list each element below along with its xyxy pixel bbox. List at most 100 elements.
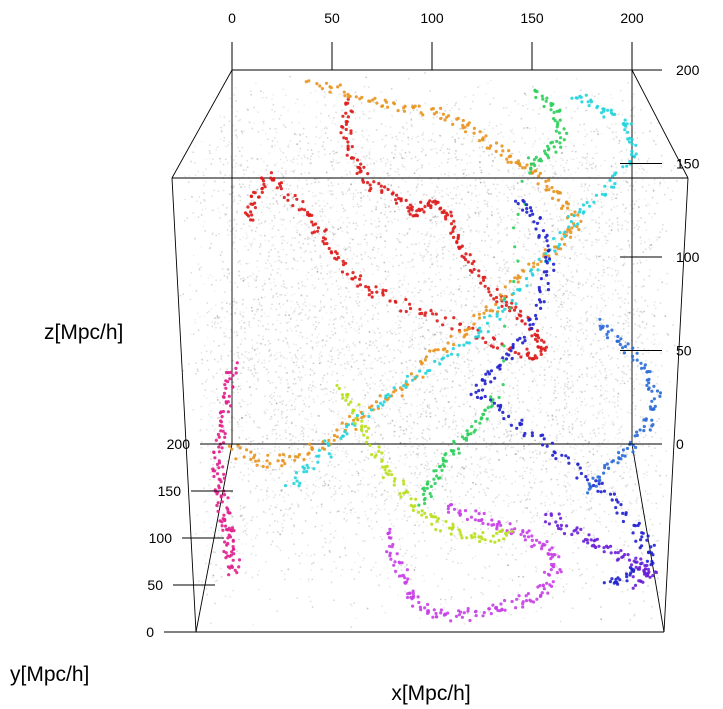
cloud-point (212, 377, 215, 379)
cloud-point (487, 235, 490, 237)
cloud-point (636, 310, 638, 312)
cloud-point (663, 193, 666, 196)
cloud-point (599, 198, 601, 201)
cloud-point (362, 483, 365, 486)
cloud-point (503, 595, 505, 598)
cloud-point (596, 152, 598, 155)
cloud-point (608, 266, 611, 269)
cloud-point (505, 106, 508, 109)
cloud-point (507, 434, 510, 437)
cloud-point (621, 440, 624, 443)
cloud-point (470, 463, 473, 465)
cloud-point (626, 228, 628, 231)
cloud-point (344, 209, 347, 212)
cloud-point (578, 216, 581, 219)
cloud-point (545, 209, 548, 212)
cloud-point (238, 274, 241, 277)
cloud-point (479, 466, 481, 468)
cloud-point (651, 196, 654, 199)
cloud-point (463, 623, 466, 625)
cloud-point (512, 387, 515, 390)
cloud-point (457, 533, 459, 536)
cloud-point (443, 225, 445, 227)
cloud-point (309, 457, 311, 460)
cloud-point (258, 569, 260, 572)
cloud-point (295, 424, 297, 427)
cloud-point (460, 473, 462, 476)
cloud-point (448, 171, 451, 174)
cloud-point (418, 388, 421, 390)
cloud-point (287, 508, 290, 511)
cloud-point (648, 424, 650, 427)
cloud-point (641, 353, 644, 356)
cloud-point (381, 382, 383, 385)
cloud-point (499, 239, 501, 242)
cloud-point (577, 340, 580, 342)
cloud-point (314, 479, 317, 482)
cloud-point (504, 272, 507, 275)
cloud-point (251, 338, 253, 341)
cloud-point (612, 193, 615, 196)
cloud-point (273, 479, 276, 481)
cloud-point (474, 211, 477, 214)
cloud-point (341, 146, 344, 148)
cloud-point (584, 183, 587, 185)
cloud-point (250, 356, 253, 359)
cloud-point (280, 167, 283, 170)
cloud-point (633, 328, 636, 330)
cloud-point (645, 471, 648, 474)
cloud-point (262, 121, 265, 123)
cloud-point (597, 339, 600, 342)
cloud-point (460, 290, 463, 293)
cloud-point (236, 421, 239, 424)
cloud-point (503, 475, 505, 477)
cloud-point (461, 425, 464, 428)
cloud-point (223, 139, 225, 142)
cloud-point (459, 364, 462, 366)
cloud-point (358, 325, 360, 328)
cloud-point (200, 275, 202, 277)
cloud-point (597, 290, 599, 293)
cloud-point (518, 237, 521, 239)
cloud-point (271, 140, 274, 142)
cloud-point (324, 541, 327, 544)
cloud-point (346, 519, 348, 522)
cloud-point (286, 329, 289, 332)
cloud-point (390, 332, 393, 334)
cloud-point (413, 532, 416, 535)
cloud-point (262, 435, 264, 438)
cloud-point (285, 422, 287, 425)
cloud-point (215, 427, 217, 430)
cloud-point (603, 268, 605, 271)
cloud-point (596, 388, 599, 391)
cloud-point (612, 138, 615, 140)
cloud-point (597, 279, 600, 282)
cloud-point (320, 476, 322, 479)
cloud-point (514, 410, 517, 413)
cloud-point (266, 196, 269, 199)
cloud-point (507, 267, 510, 269)
cloud-point (321, 192, 324, 195)
cloud-point (466, 127, 469, 130)
cloud-point (507, 368, 510, 371)
cloud-point (417, 389, 420, 392)
cloud-point (367, 392, 370, 394)
cloud-point (647, 202, 649, 205)
cloud-point (283, 180, 285, 183)
cloud-point (592, 534, 595, 537)
cloud-point (414, 156, 417, 159)
cloud-point (243, 185, 246, 188)
cloud-point (397, 186, 400, 189)
cloud-point (541, 226, 543, 229)
cloud-point (595, 262, 598, 265)
cloud-point (442, 441, 445, 443)
cloud-point (312, 374, 315, 376)
cloud-point (286, 379, 288, 381)
cloud-point (624, 494, 626, 496)
cloud-point (357, 552, 359, 555)
cloud-point (553, 91, 556, 94)
cloud-point (341, 568, 344, 571)
cloud-point (427, 328, 430, 331)
cloud-point (475, 178, 477, 181)
cloud-point (290, 192, 293, 195)
